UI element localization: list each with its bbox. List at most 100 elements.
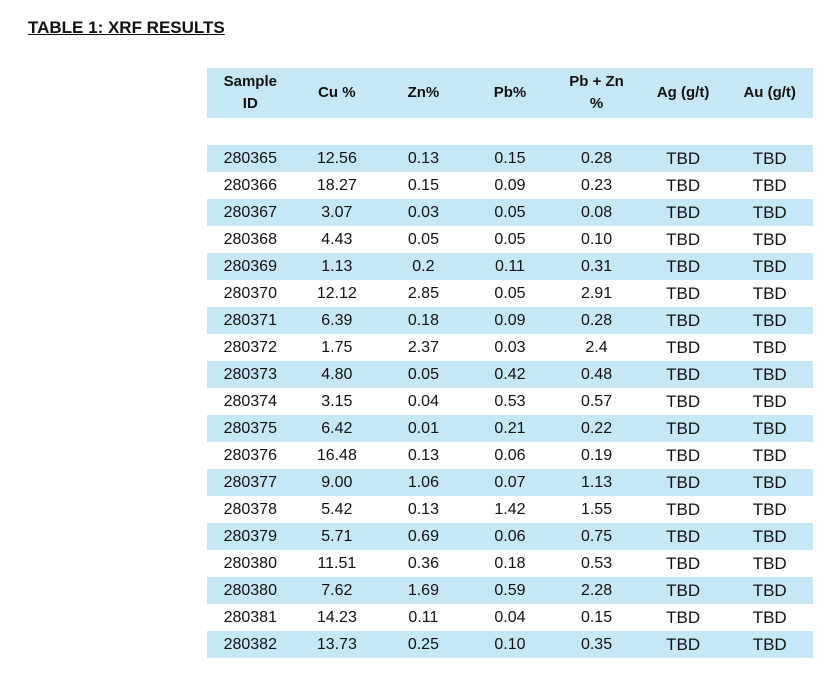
- data-row: 280378 5.42 0.13 1.42 1.55 TBD TBD: [207, 496, 813, 523]
- data-row: 280382 13.73 0.25 0.10 0.35 TBD TBD: [207, 631, 813, 658]
- header-cell: Au (g/t): [726, 68, 813, 118]
- cell: 13.73: [293, 631, 381, 658]
- header-text: Au (g/t): [743, 84, 796, 101]
- cell: 0.15: [580, 608, 613, 626]
- cell: 0.28: [553, 145, 640, 172]
- cell: TBD: [726, 253, 813, 280]
- cell: 280373: [207, 361, 294, 388]
- cell: TBD: [639, 253, 727, 280]
- header-cell: Cu %: [293, 68, 381, 118]
- cell: TBD: [666, 607, 701, 627]
- spacer-cell: [207, 118, 294, 145]
- cell: TBD: [752, 229, 787, 249]
- cell: 12.12: [316, 284, 357, 302]
- cell: 0.18: [380, 307, 467, 334]
- cell: 3.15: [321, 392, 353, 410]
- cell: 0.05: [380, 361, 467, 388]
- data-row: 280372 1.75 2.37 0.03 2.4 TBD TBD: [207, 334, 813, 361]
- header-row: Sample ID Cu % Zn% Pb% Pb + Zn % Ag (g/t) Au (…: [207, 68, 813, 118]
- data-row: 280380 7.62 1.69 0.59 2.28 TBD TBD: [207, 577, 813, 604]
- cell: 0.13: [407, 500, 439, 518]
- data-row: 280374 3.15 0.04 0.53 0.57 TBD TBD: [207, 388, 813, 415]
- spacer-cell: [467, 118, 554, 145]
- cell: 0.13: [407, 446, 439, 464]
- cell: TBD: [666, 445, 701, 465]
- cell: 1.13: [553, 469, 640, 496]
- cell: 1.75: [321, 338, 353, 356]
- cell: 14.23: [316, 608, 357, 626]
- cell: TBD: [726, 415, 813, 442]
- cell: 0.15: [466, 145, 554, 172]
- header-cell: Pb + Zn %: [553, 68, 640, 118]
- cell: 4.43: [321, 230, 353, 248]
- cell: 0.18: [494, 554, 526, 572]
- cell: 0.09: [494, 176, 526, 194]
- cell: 0.28: [553, 307, 640, 334]
- cell: 0.57: [580, 392, 613, 410]
- cell: 280370: [223, 284, 277, 302]
- cell: 0.11: [466, 253, 554, 280]
- cell: TBD: [726, 145, 813, 172]
- cell: 0.03: [380, 199, 467, 226]
- cell: 16.48: [316, 446, 357, 464]
- table-title: TABLE 1: XRF RESULTS: [28, 18, 225, 37]
- cell: 0.05: [466, 199, 554, 226]
- cell: 280375: [207, 415, 294, 442]
- cell: 0.04: [407, 392, 439, 410]
- data-row: 280375 6.42 0.01 0.21 0.22 TBD TBD: [207, 415, 813, 442]
- data-row: 280366 18.27 0.15 0.09 0.23 TBD TBD: [207, 172, 813, 199]
- cell: 7.62: [293, 577, 381, 604]
- cell: 280367: [207, 199, 294, 226]
- cell: TBD: [752, 391, 787, 411]
- cell: 280380: [207, 577, 294, 604]
- cell: TBD: [752, 499, 787, 519]
- cell: 0.04: [494, 608, 526, 626]
- cell: 18.27: [316, 176, 357, 194]
- cell: 0.69: [380, 523, 467, 550]
- cell: TBD: [752, 553, 787, 573]
- cell: 0.53: [494, 392, 526, 410]
- cell: TBD: [752, 337, 787, 357]
- cell: 1.06: [380, 469, 467, 496]
- cell: 0.06: [466, 523, 554, 550]
- cell: TBD: [639, 469, 727, 496]
- cell: 0.09: [466, 307, 554, 334]
- cell: TBD: [639, 145, 727, 172]
- cell: 0.31: [553, 253, 640, 280]
- cell: TBD: [752, 175, 787, 195]
- cell: 280374: [223, 392, 277, 410]
- cell: 4.80: [293, 361, 381, 388]
- cell: TBD: [639, 361, 727, 388]
- cell: 0.05: [494, 230, 526, 248]
- cell: TBD: [752, 607, 787, 627]
- cell: 280381: [223, 608, 277, 626]
- cell: 0.05: [407, 230, 439, 248]
- cell: 0.35: [553, 631, 640, 658]
- cell: 0.42: [466, 361, 554, 388]
- cell: 0.15: [407, 176, 439, 194]
- spacer-row: [207, 118, 813, 145]
- cell: TBD: [666, 391, 701, 411]
- cell: 0.03: [494, 338, 526, 356]
- cell: 0.2: [380, 253, 467, 280]
- cell: TBD: [639, 307, 727, 334]
- cell: 0.59: [466, 577, 554, 604]
- cell: TBD: [726, 469, 813, 496]
- cell: 280369: [207, 253, 294, 280]
- cell: 1.55: [580, 500, 613, 518]
- cell: 0.53: [580, 554, 613, 572]
- data-row: 280376 16.48 0.13 0.06 0.19 TBD TBD: [207, 442, 813, 469]
- cell: 2.37: [407, 338, 439, 356]
- cell: 280366: [223, 176, 277, 194]
- cell: 2.28: [553, 577, 640, 604]
- data-row: 280381 14.23 0.11 0.04 0.15 TBD TBD: [207, 604, 813, 631]
- cell: 0.07: [466, 469, 554, 496]
- cell: TBD: [639, 577, 727, 604]
- cell: TBD: [752, 445, 787, 465]
- data-row: 280377 9.00 1.06 0.07 1.13 TBD TBD: [207, 469, 813, 496]
- data-row: 280369 1.13 0.2 0.11 0.31 TBD TBD: [207, 253, 813, 280]
- cell: 280377: [207, 469, 294, 496]
- data-row: 280365 12.56 0.13 0.15 0.28 TBD TBD: [207, 145, 813, 172]
- spacer-cell: [553, 118, 640, 145]
- cell: TBD: [666, 337, 701, 357]
